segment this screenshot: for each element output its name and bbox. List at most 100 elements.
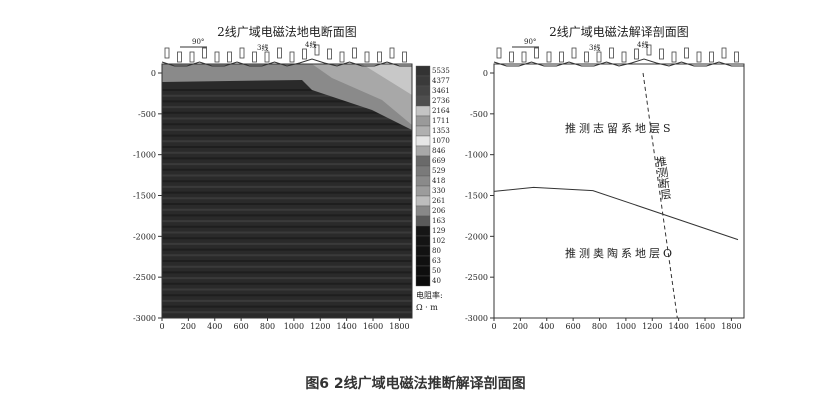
y-tick-label: 0 bbox=[483, 69, 488, 78]
fault-label: 推测断层 bbox=[653, 154, 672, 201]
plot-frame bbox=[161, 63, 413, 319]
x-tick-label: 1600 bbox=[695, 322, 715, 331]
station-marker-icon bbox=[214, 51, 220, 63]
station-marker-icon bbox=[314, 44, 320, 56]
x-tick-label: 200 bbox=[181, 322, 196, 331]
station-marker-icon bbox=[596, 51, 602, 63]
fault-line bbox=[642, 72, 678, 319]
right-panel: 2线广域电磁法解译剖面图 90° 3线 4线 0 -500 -1000 -1500 -2000 -… bbox=[465, 24, 745, 331]
x-tick-label: 1000 bbox=[616, 322, 636, 331]
colorbar-label: 1353 bbox=[432, 127, 450, 135]
colorbar-swatch bbox=[415, 145, 431, 157]
x-tick-label: 1200 bbox=[642, 322, 662, 331]
colorbar-label: 1070 bbox=[432, 137, 450, 145]
station-marker-icon bbox=[709, 51, 714, 63]
station-marker-icon bbox=[734, 51, 739, 63]
colorbar-unit: Ω · m bbox=[416, 303, 438, 312]
x-tick-label: 1000 bbox=[284, 322, 304, 331]
colorbar-swatch bbox=[415, 155, 431, 167]
colorbar-swatch bbox=[415, 245, 431, 257]
station-marker-icon bbox=[534, 47, 539, 59]
colorbar-label: 529 bbox=[432, 167, 445, 175]
station-marker-icon bbox=[496, 47, 502, 59]
y-tick-label: -1500 bbox=[465, 192, 488, 201]
colorbar-swatch bbox=[415, 205, 431, 217]
colorbar-swatch bbox=[415, 215, 431, 227]
station-marker-icon bbox=[389, 47, 395, 59]
station-marker-icon bbox=[659, 48, 664, 60]
y-tick-label: -1000 bbox=[465, 151, 488, 160]
line-label: 3线 bbox=[589, 43, 600, 52]
colorbar-label: 50 bbox=[432, 267, 441, 275]
x-tick-label: 800 bbox=[592, 322, 607, 331]
colorbar-label: 63 bbox=[432, 257, 441, 265]
y-tick-label: -500 bbox=[470, 110, 488, 119]
y-tick-label: -2500 bbox=[133, 273, 156, 282]
colorbar-label: 102 bbox=[432, 237, 445, 245]
panel-title: 2线广域电磁法地电断面图 bbox=[217, 24, 357, 39]
colorbar-label: 5535 bbox=[432, 67, 450, 75]
station-marker-icon bbox=[202, 47, 207, 59]
figure-caption: 图6 2线广域电磁法推断解译剖面图 bbox=[305, 376, 526, 392]
figure: 2线广域电磁法地电断面图 90° 3线 4线 0 -500 -1000 -1500 -2000 -… bbox=[133, 24, 745, 331]
x-tick-label: 1400 bbox=[668, 322, 688, 331]
x-tick-label: 0 bbox=[159, 322, 164, 331]
colorbar-label: 206 bbox=[432, 207, 446, 215]
colorbar-swatch bbox=[415, 235, 431, 247]
y-tick-label: -500 bbox=[138, 110, 156, 119]
station-marker-icon bbox=[609, 47, 614, 59]
colorbar-swatch bbox=[415, 165, 431, 177]
x-tick-label: 1800 bbox=[721, 322, 741, 331]
station-marker-icon bbox=[364, 51, 370, 63]
x-tick-label: 400 bbox=[207, 322, 222, 331]
left-panel: 2线广域电磁法地电断面图 90° 3线 4线 0 -500 -1000 -1500 -2000 -… bbox=[133, 24, 450, 331]
station-marker-icon bbox=[327, 48, 332, 60]
x-tick-label: 1400 bbox=[336, 322, 356, 331]
colorbar-label: 669 bbox=[432, 157, 445, 165]
x-tick-label: 200 bbox=[513, 322, 528, 331]
colorbar-label: 2736 bbox=[432, 97, 450, 105]
x-tick-label: 0 bbox=[491, 322, 496, 331]
azimuth-label: 90° bbox=[524, 38, 536, 46]
colorbar-label: 3461 bbox=[432, 87, 450, 95]
y-tick-label: -3000 bbox=[133, 314, 156, 323]
upper-unit-label: 推测志留系地层S bbox=[565, 121, 674, 135]
plot-frame bbox=[493, 63, 745, 319]
colorbar-swatch bbox=[415, 255, 431, 267]
station-marker-icon bbox=[352, 47, 357, 59]
colorbar-swatch bbox=[415, 275, 431, 287]
y-tick-label: -1500 bbox=[133, 192, 156, 201]
station-marker-icon bbox=[509, 51, 514, 63]
colorbar-swatch bbox=[415, 85, 431, 97]
station-marker-icon bbox=[571, 47, 577, 59]
station-marker-icon bbox=[634, 48, 639, 60]
topography-line bbox=[161, 58, 412, 67]
x-tick-label: 600 bbox=[565, 322, 580, 331]
line-label: 3线 bbox=[257, 43, 268, 52]
colorbar-label: 2164 bbox=[432, 107, 450, 115]
station-marker-icon bbox=[521, 51, 527, 63]
station-marker-icon bbox=[289, 51, 295, 63]
colorbar-swatch bbox=[415, 175, 431, 187]
azimuth-label: 90° bbox=[192, 38, 204, 46]
station-marker-icon bbox=[227, 51, 232, 63]
x-tick-label: 1600 bbox=[363, 322, 383, 331]
colorbar-label: 80 bbox=[432, 247, 441, 255]
station-marker-icon bbox=[584, 51, 589, 63]
colorbar-swatch bbox=[415, 75, 431, 87]
lower-unit-label: 推测奥陶系地层O bbox=[565, 246, 675, 260]
colorbar-label: 846 bbox=[432, 147, 446, 155]
station-marker-icon bbox=[239, 47, 245, 59]
line-label: 4线 bbox=[637, 40, 648, 49]
y-tick-label: -2000 bbox=[465, 232, 488, 241]
colorbar-swatch bbox=[415, 125, 431, 137]
shallow-layer bbox=[362, 62, 412, 95]
station-marker-icon bbox=[646, 44, 652, 56]
colorbar-label: 129 bbox=[432, 227, 445, 235]
x-tick-label: 600 bbox=[233, 322, 248, 331]
colorbar-label: 330 bbox=[432, 187, 445, 195]
stratigraphic-boundary bbox=[493, 186, 739, 241]
colorbar-swatch bbox=[415, 225, 431, 237]
y-tick-label: -2000 bbox=[133, 232, 156, 241]
x-tick-label: 400 bbox=[539, 322, 554, 331]
